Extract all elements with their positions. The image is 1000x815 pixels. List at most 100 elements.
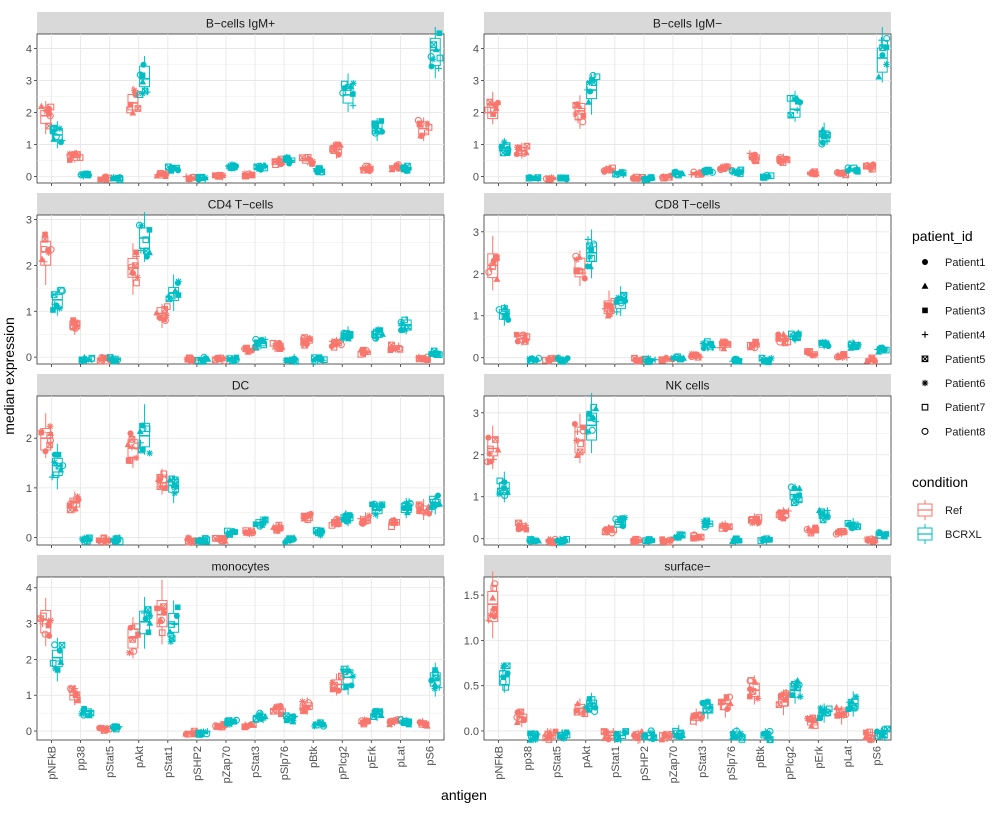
- patient-point: [795, 681, 803, 689]
- facet-title: CD8 T−cells: [655, 198, 720, 212]
- patient-point: [66, 157, 73, 163]
- patient-point: [146, 450, 153, 457]
- facet-strip: [37, 193, 444, 215]
- patient-point: [304, 516, 312, 523]
- patient-point: [436, 500, 444, 507]
- patient-point: [414, 116, 422, 124]
- patient-point: [850, 342, 858, 350]
- patient-point: [163, 303, 171, 310]
- patient-point: [173, 612, 180, 619]
- y-axis-title: median expression: [1, 317, 17, 435]
- patient-point: [580, 112, 587, 119]
- patient-point: [146, 227, 153, 233]
- patient-point: [84, 710, 92, 717]
- patient-point: [435, 65, 442, 72]
- patient-point: [160, 476, 168, 484]
- patient-point: [732, 356, 740, 364]
- patient-point: [521, 331, 529, 339]
- patient-point: [223, 527, 231, 535]
- y-tick-label: 2: [26, 433, 32, 445]
- patient-point: [837, 169, 844, 177]
- patient-point: [571, 420, 578, 427]
- patient-point: [648, 174, 655, 180]
- patient-point: [487, 445, 494, 453]
- patient-point: [49, 659, 57, 667]
- patient-point: [146, 612, 153, 619]
- patient-point: [224, 718, 232, 725]
- patient-point: [70, 496, 78, 504]
- y-tick-label: 1: [473, 311, 479, 323]
- patient-point: [573, 437, 580, 444]
- patient-point: [782, 689, 790, 697]
- patient-point: [817, 714, 823, 721]
- patient-point: [132, 442, 140, 450]
- patient-point: [260, 341, 268, 349]
- patient-point: [620, 292, 627, 300]
- patient-point: [309, 158, 316, 165]
- patient-point: [365, 166, 374, 175]
- patient-point: [818, 140, 826, 148]
- patient-point: [738, 736, 746, 743]
- patient-point: [522, 148, 530, 156]
- facet-strip: [37, 555, 444, 577]
- patient-point: [163, 312, 170, 319]
- patient-point: [629, 174, 638, 182]
- x-tick-label: pSHP2: [192, 746, 204, 781]
- patient-point: [689, 717, 697, 725]
- patient-point: [737, 169, 744, 176]
- patient-point: [334, 516, 342, 523]
- patient-point: [153, 309, 161, 316]
- patient-point: [839, 527, 847, 535]
- patient-point: [126, 649, 133, 657]
- patient-point: [722, 338, 729, 346]
- patient-point: [563, 536, 570, 543]
- patient-point: [167, 638, 175, 645]
- patient-point: [855, 341, 862, 348]
- patient-point: [51, 641, 59, 649]
- patient-point: [162, 173, 169, 179]
- x-tick-label: pNFkB: [494, 746, 506, 780]
- patient-point: [844, 164, 852, 172]
- patient-point: [765, 358, 772, 366]
- patient-point: [498, 144, 505, 151]
- patient-point: [574, 428, 581, 436]
- patient-point: [379, 330, 386, 337]
- patient-point: [490, 111, 496, 117]
- patient-point: [834, 351, 842, 358]
- patient-point: [737, 730, 744, 737]
- patient-point: [550, 354, 558, 361]
- patient-point: [72, 318, 80, 326]
- patient-point: [299, 704, 307, 712]
- patient-point: [631, 536, 638, 543]
- patient-point: [82, 170, 90, 178]
- patient-point: [748, 153, 756, 161]
- patient-point: [875, 73, 883, 80]
- patient-point: [491, 436, 499, 443]
- patient-point: [70, 317, 76, 323]
- patient-point: [794, 98, 801, 105]
- patient-point: [490, 456, 497, 463]
- patient-point: [66, 151, 74, 159]
- patient-point: [586, 253, 594, 261]
- patient-point: [249, 529, 257, 537]
- patient-point: [431, 685, 438, 692]
- patient-point: [138, 446, 145, 454]
- patient-point: [310, 357, 318, 364]
- patient-point: [754, 518, 762, 526]
- patient-point: [790, 331, 798, 339]
- patient-point: [803, 525, 811, 534]
- y-tick-label: 0.0: [464, 726, 479, 738]
- patient-point: [696, 711, 704, 719]
- patient-point: [74, 696, 81, 704]
- patient-point: [613, 299, 620, 305]
- patient-point: [185, 534, 192, 541]
- y-tick-label: 3: [473, 227, 479, 239]
- patient-point: [315, 354, 322, 361]
- patient-point: [80, 711, 88, 719]
- patient-point: [621, 514, 629, 521]
- patient-point: [47, 103, 55, 111]
- legend-key-circle-open: [921, 427, 929, 435]
- patient-point: [751, 344, 759, 352]
- patient-point: [875, 529, 883, 537]
- patient-point: [329, 681, 337, 689]
